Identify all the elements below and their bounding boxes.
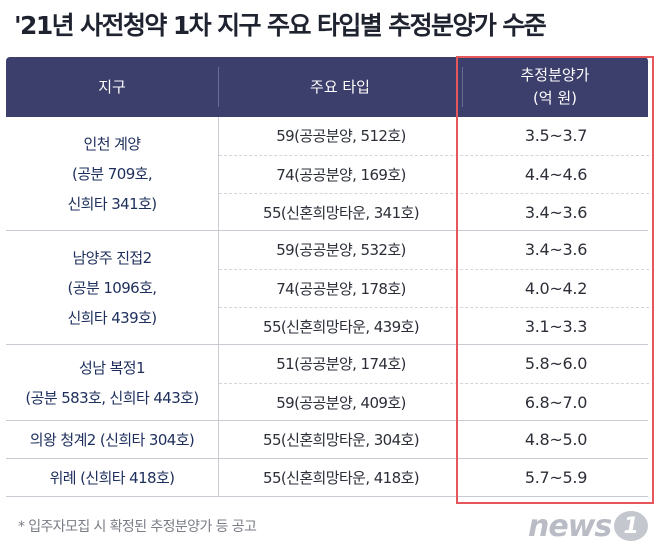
price-cell: 4.0~4.2 [524,279,588,298]
price-cell: 3.1~3.3 [524,317,588,336]
header-price-unit: (억 원) [532,89,578,107]
header-divider [462,67,463,107]
region-cell: 위례 (신희타 418호) [6,459,218,496]
region-group: 남양주 진접2 (공분 1096호, 신희타 439호) 59(공공분양, 532호)… [6,231,649,345]
table-row: 74(공공분양, 178호) 4.0~4.2 [219,269,649,307]
table-row: 59(공공분양, 409호) 6.8~7.0 [219,383,649,421]
page-title: '21년 사전청약 1차 지구 주요 타입별 추정분양가 수준 [14,11,547,40]
region-group: 인천 계양 (공분 709호, 신희타 341호) 59(공공분양, 512호) 3.5… [6,117,649,231]
table-row: 74(공공분양, 169호) 4.4~4.6 [219,155,649,193]
table-row: 55(신혼희망타운, 304호) 4.8~5.0 [219,421,649,458]
region-cell: 성남 복정1 (공분 583호, 신희타 443호) [6,345,218,420]
region-cell: 남양주 진접2 (공분 1096호, 신희타 439호) [6,231,218,344]
price-cell: 4.4~4.6 [524,165,588,184]
price-cell: 6.8~7.0 [524,393,588,412]
price-table: 지구 주요 타입 추정분양가 (억 원) 인천 계양 (공분 709호, 신희타 3… [6,57,649,503]
region-line: 인천 계양 [83,134,142,153]
table-body: 인천 계양 (공분 709호, 신희타 341호) 59(공공분양, 512호) 3.5… [6,117,649,503]
price-cell: 3.5~3.7 [524,126,588,145]
price-cell: 5.8~6.0 [524,354,588,373]
region-line: 남양주 진접2 [72,248,152,267]
price-cell: 5.7~5.9 [524,468,588,487]
table-row: 59(공공분양, 532호) 3.4~3.6 [219,231,649,268]
type-rows: 55(신혼희망타운, 304호) 4.8~5.0 [218,421,649,458]
type-rows: 59(공공분양, 512호) 3.5~3.7 74(공공분양, 169호) 4.4~4… [218,117,649,230]
type-rows: 55(신혼희망타운, 418호) 5.7~5.9 [218,459,649,496]
header-price-label: 추정분양가 [520,66,590,84]
type-cell: 55(신혼희망타운, 341호) [263,204,420,222]
header-price: 추정분양가 (억 원) [462,57,648,117]
table-header: 지구 주요 타입 추정분양가 (억 원) [6,57,648,117]
table-row: 55(신혼희망타운, 341호) 3.4~3.6 [219,193,649,231]
header-region: 지구 [98,77,126,96]
type-cell: 59(공공분양, 512호) [276,127,406,145]
type-rows: 51(공공분양, 174호) 5.8~6.0 59(공공분양, 409호) 6.8~7… [218,345,649,420]
type-cell: 59(공공분양, 409호) [276,394,406,412]
region-line: 성남 복정1 [79,358,146,377]
type-cell: 55(신혼희망타운, 439호) [263,318,420,336]
header-type: 주요 타입 [310,77,370,96]
region-group: 의왕 청계2 (신희타 304호) 55(신혼희망타운, 304호) 4.8~5.0 [6,421,648,459]
table-row: 55(신혼희망타운, 439호) 3.1~3.3 [219,307,649,345]
region-line: 신희타 439호) [67,308,157,327]
logo-text: news [528,508,612,544]
table-row: 51(공공분양, 174호) 5.8~6.0 [219,345,649,382]
region-line: (공분 709호, [71,164,153,183]
type-cell: 74(공공분양, 178호) [276,280,406,298]
type-cell: 59(공공분양, 532호) [276,241,406,259]
region-group: 성남 복정1 (공분 583호, 신희타 443호) 51(공공분양, 174호) 5… [6,345,649,421]
region-line: (공분 583호, 신희타 443호) [25,388,199,407]
price-cell: 3.4~3.6 [524,203,588,222]
region-line: (공분 1096호, [67,278,158,297]
region-line: 신희타 341호) [67,194,157,213]
table-row: 55(신혼희망타운, 418호) 5.7~5.9 [219,459,649,496]
price-cell: 4.8~5.0 [524,430,588,449]
type-cell: 51(공공분양, 174호) [276,355,406,373]
region-line: 위례 (신희타 418호) [49,468,175,487]
region-cell: 의왕 청계2 (신희타 304호) [6,421,218,458]
news1-logo: news 1 [528,506,648,546]
table-row: 59(공공분양, 512호) 3.5~3.7 [219,117,649,154]
region-cell: 인천 계양 (공분 709호, 신희타 341호) [6,117,218,230]
type-cell: 74(공공분양, 169호) [276,166,406,184]
region-line: 의왕 청계2 (신희타 304호) [29,430,195,449]
type-rows: 59(공공분양, 532호) 3.4~3.6 74(공공분양, 178호) 4.0~4… [218,231,649,344]
logo-badge: 1 [614,511,648,541]
price-cell: 3.4~3.6 [524,240,588,259]
footnote: * 입주자모집 시 확정된 추정분양가 등 공고 [18,519,257,535]
type-cell: 55(신혼희망타운, 304호) [263,431,420,449]
header-divider [218,67,219,107]
region-group: 위례 (신희타 418호) 55(신혼희망타운, 418호) 5.7~5.9 [6,459,648,497]
type-cell: 55(신혼희망타운, 418호) [263,469,420,487]
